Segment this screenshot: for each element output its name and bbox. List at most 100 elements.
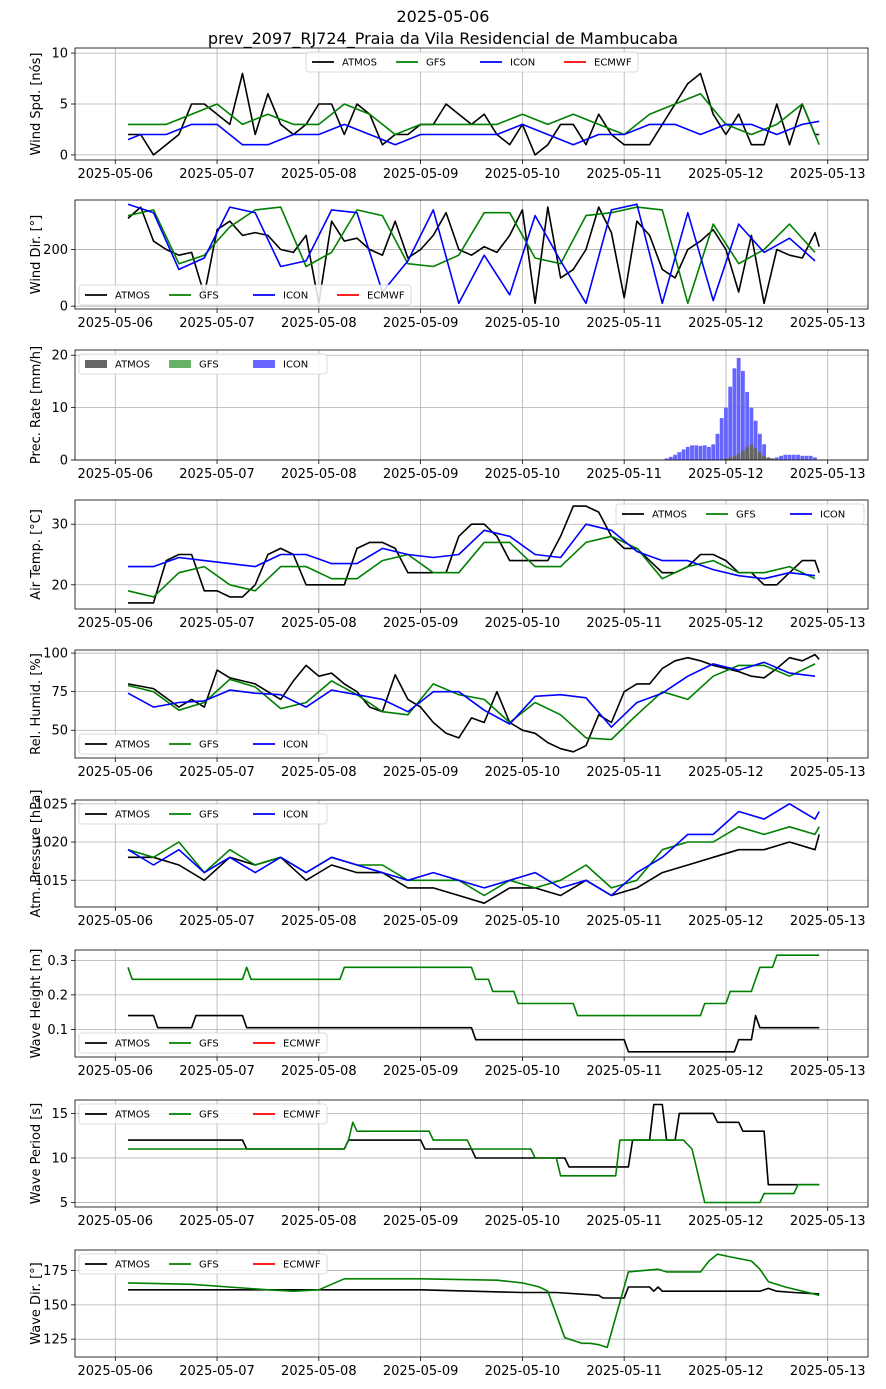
legend-box [305,51,639,73]
y-tick-label: 5 [60,1196,68,1211]
bar-icon [745,391,750,460]
series-line-atmos [128,72,820,156]
bar-atmos [770,458,775,460]
legend-label-ecmwf: ECMWF [367,291,405,302]
y-tick-label: 10 [51,1151,68,1166]
plot-area [127,203,820,305]
x-tick-label: 2025-05-09 [383,316,459,331]
legend-label-gfs: GFS [199,1039,219,1050]
plot-area [127,802,820,905]
legend-label-atmos: ATMOS [115,1110,150,1121]
axes-frame [74,499,869,610]
x-tick-label: 2025-05-09 [383,467,459,482]
legend-label-gfs: GFS [199,291,219,302]
legend: ATMOS GFS ICON [615,503,865,525]
x-tick-label: 2025-05-12 [688,765,764,780]
bar-atmos [732,455,737,460]
y-tick-label: 0 [60,300,68,315]
legend: ATMOS GFS ICON ECMWF [78,284,412,306]
x-tick-label: 2025-05-07 [179,167,255,182]
axes-frame [74,349,869,461]
series-line-gfs [128,93,820,146]
y-axis-label: Prec. Rate [mm/h] [29,346,44,464]
y-axis-label: Rel. Humid. [%] [29,653,44,755]
y-tick-label: 0.2 [47,988,68,1003]
bar-icon [779,455,783,460]
x-tick-label: 2025-05-10 [485,1064,561,1079]
x-tick-label: 2025-05-08 [281,914,357,929]
axes-frame [74,1249,869,1358]
panel-7: 2025-05-06 2025-05-07 2025-05-08 2025-05-09… [29,949,869,1079]
bar-icon [783,454,788,460]
bar-icon [715,433,720,460]
y-tick-label: 0 [60,454,68,469]
x-tick-label: 2025-05-08 [281,616,357,631]
bar-icon [808,455,813,460]
y-tick-label: 0.3 [47,954,68,969]
bar-icon [749,407,754,460]
x-tick-label: 2025-05-07 [179,914,255,929]
x-tick-label: 2025-05-08 [281,167,357,182]
y-tick-label: 200 [43,243,68,258]
legend-label-gfs: GFS [199,740,219,751]
series-line-icon [127,661,816,728]
bar-icon [707,446,711,460]
legend-label-gfs: GFS [199,360,219,371]
x-tick-label: 2025-05-09 [383,914,459,929]
legend-label-atmos: ATMOS [115,810,150,821]
x-tick-label: 2025-05-09 [383,1364,459,1379]
x-tick-label: 2025-05-13 [790,467,866,482]
x-tick-label: 2025-05-13 [790,316,866,331]
y-tick-label: 5 [60,98,68,113]
x-tick-label: 2025-05-13 [790,167,866,182]
panel-5: 2025-05-06 2025-05-07 2025-05-08 2025-05-09… [29,647,869,780]
x-tick-label: 2025-05-13 [790,616,866,631]
plot-area [127,505,820,604]
y-tick-label: 30 [51,518,68,533]
series-line-gfs [127,1253,820,1349]
panel-6: 2025-05-06 2025-05-07 2025-05-08 2025-05-09… [29,790,869,929]
axes-frame [74,47,869,161]
x-tick-label: 2025-05-12 [688,316,764,331]
x-tick-label: 2025-05-06 [78,1064,154,1079]
y-tick-label: 0 [60,148,68,163]
bar-icon [791,454,796,460]
legend: ATMOS GFS ICON [78,353,328,375]
x-tick-label: 2025-05-06 [78,167,154,182]
y-tick-label: 20 [51,349,68,364]
bar-icon [732,368,737,460]
bar-icon [690,445,694,460]
series-line-atmos [128,1103,820,1186]
x-tick-label: 2025-05-08 [281,1214,357,1229]
legend-label-atmos: ATMOS [115,291,150,302]
x-tick-label: 2025-05-09 [383,765,459,780]
bar-icon [728,386,733,460]
x-tick-label: 2025-05-09 [383,616,459,631]
x-tick-label: 2025-05-11 [586,616,662,631]
x-tick-label: 2025-05-06 [78,616,154,631]
x-tick-label: 2025-05-12 [688,914,764,929]
legend-label-icon: ICON [283,291,308,302]
x-tick-label: 2025-05-09 [383,1064,459,1079]
series-line-icon [127,203,816,305]
bar-atmos [766,457,771,460]
x-tick-label: 2025-05-07 [179,1214,255,1229]
bar-atmos [753,448,758,460]
bar-icon [796,454,800,460]
plot-area [127,954,820,1053]
legend-label-icon: ICON [283,810,308,821]
figure-title-date: 2025-05-06 [396,7,490,26]
panel-2: 2025-05-06 2025-05-07 2025-05-08 2025-05-09… [29,199,869,331]
legend-label-gfs: GFS [199,1260,219,1271]
axes-frame [74,1099,869,1208]
bar-icon [800,455,805,460]
x-tick-label: 2025-05-12 [688,1214,764,1229]
x-tick-label: 2025-05-11 [586,1364,662,1379]
x-tick-label: 2025-05-07 [179,616,255,631]
bar-icon [685,446,690,460]
legend-label-icon: ICON [283,360,308,371]
bar-atmos [724,458,728,460]
x-tick-label: 2025-05-08 [281,1064,357,1079]
series-line-gfs [127,954,820,1017]
y-tick-label: 50 [51,724,68,739]
